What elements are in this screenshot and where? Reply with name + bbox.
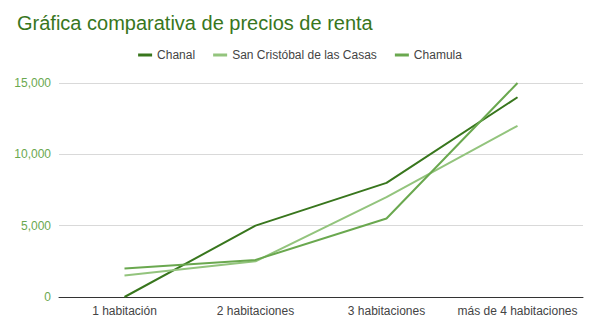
svg-text:5,000: 5,000 bbox=[21, 219, 51, 233]
svg-text:Gráfica comparativa de precios: Gráfica comparativa de precios de renta bbox=[17, 12, 374, 34]
svg-text:0: 0 bbox=[44, 290, 51, 304]
svg-text:3 habitaciones: 3 habitaciones bbox=[348, 304, 425, 318]
svg-text:10,000: 10,000 bbox=[14, 147, 51, 161]
svg-text:San Cristóbal de las Casas: San Cristóbal de las Casas bbox=[232, 48, 377, 62]
svg-text:Chanal: Chanal bbox=[157, 48, 195, 62]
svg-text:Chamula: Chamula bbox=[414, 48, 462, 62]
svg-text:2 habitaciones: 2 habitaciones bbox=[217, 304, 294, 318]
svg-text:1 habitación: 1 habitación bbox=[92, 304, 157, 318]
svg-text:15,000: 15,000 bbox=[14, 76, 51, 90]
svg-text:más de 4 habitaciones: más de 4 habitaciones bbox=[457, 304, 577, 318]
